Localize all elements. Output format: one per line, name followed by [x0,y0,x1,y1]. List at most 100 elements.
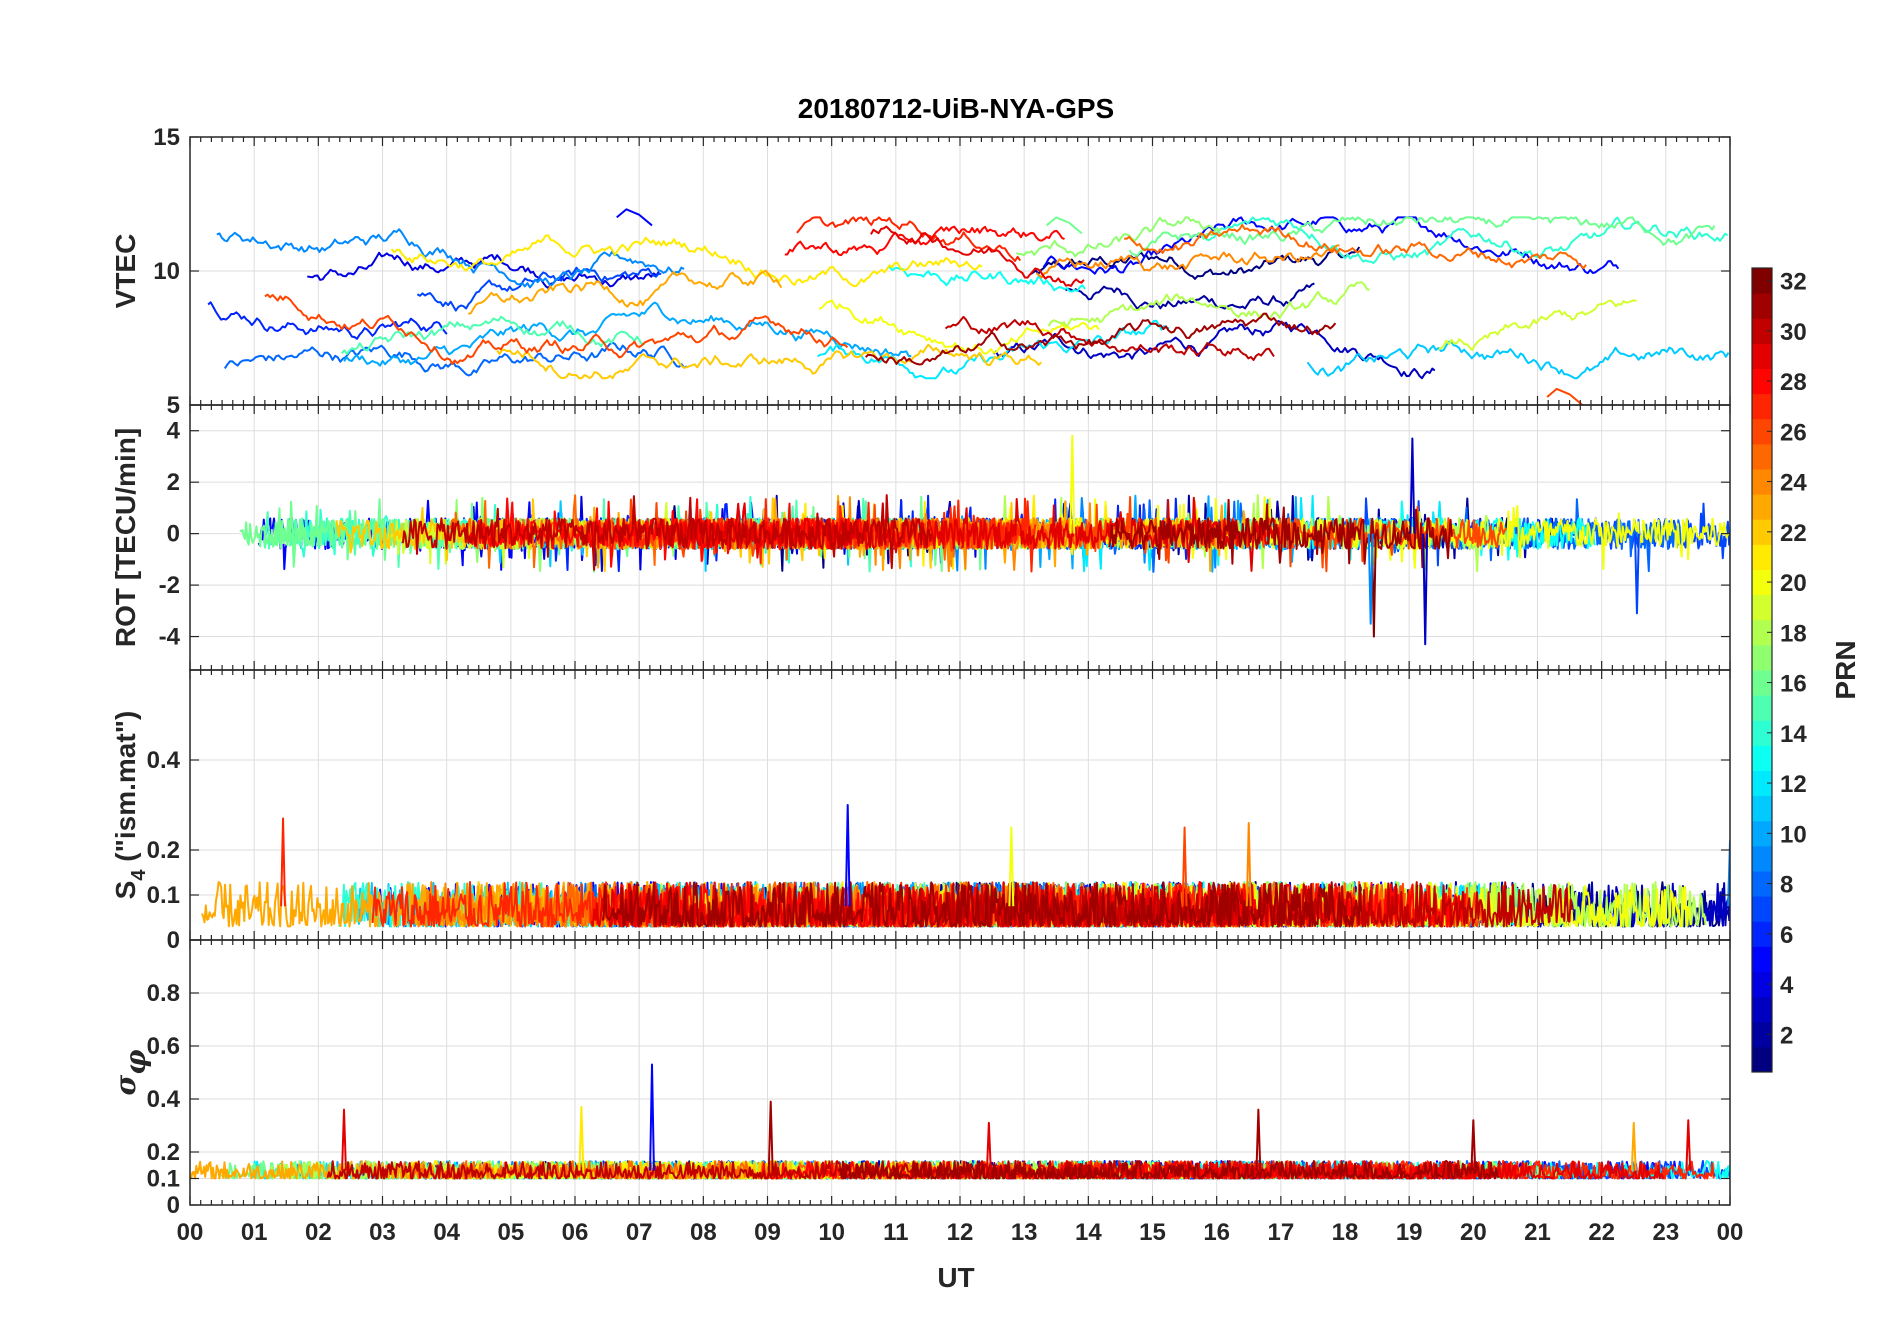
colorbar-segment [1752,318,1772,344]
x-axis: 00 01 02 03 04 05 06 07 08 09 10 11 12 13 14 15 16 17 18 19… [177,1219,1744,1246]
y-tick-label: -4 [159,624,181,651]
colorbar-segment [1752,368,1772,395]
colorbar-segment [1752,569,1772,596]
colorbar-segment [1752,770,1772,797]
colorbar-tick-label: 6 [1780,922,1793,949]
x-tick-label: 04 [433,1219,460,1246]
chart-title: 20180712-UiB-NYA-GPS [798,93,1114,124]
x-tick-label: 10 [818,1219,845,1246]
event-mark-prn-31 [767,1100,774,1171]
event-mark-prn-20 [1069,434,1076,534]
x-tick-label: 17 [1267,1219,1294,1246]
colorbar-tick-label: 10 [1780,821,1807,848]
colorbar-segment [1752,745,1772,771]
colorbar-segment [1752,268,1772,294]
y-axis-label: ROT [TECU/min] [110,428,141,647]
colorbar-segment [1752,946,1772,972]
series-prn-9 [216,228,685,289]
colorbar-tick-label: 14 [1780,721,1807,748]
y-tick-label: 0.2 [147,837,180,864]
series-prn-29 [1040,1160,1665,1180]
colorbar-tick-label: 24 [1780,470,1807,497]
colorbar-tick-label: 16 [1780,671,1807,698]
series-prn-31 [864,312,1337,366]
x-axis-label: UT [937,1262,974,1293]
series-prn-27 [796,216,1022,262]
colorbar-segment [1752,820,1772,847]
x-tick-label: 06 [562,1219,589,1246]
colorbar-tick-label: 4 [1780,972,1794,999]
y-tick-label: 5 [167,392,180,419]
colorbar-segment [1752,594,1772,621]
y-axis-label: VTEC [110,234,141,309]
colorbar-tick-label: 18 [1780,620,1807,647]
event-mark-prn-31 [1255,1108,1262,1171]
y-tick-label: -2 [159,572,180,599]
colorbar-tick-label: 2 [1780,1022,1793,1049]
series-prn-31 [1108,498,1453,569]
series-prn-11 [1306,340,1730,380]
series-prn-10 [343,301,912,367]
event-mark-prn-26 [1546,387,1584,405]
event-mark-prn-3 [1409,437,1416,534]
series-prn-17 [1015,216,1222,258]
colorbar-segment [1752,544,1772,570]
colorbar-segment [1752,644,1772,671]
event-mark-prn-9 [1367,533,1374,625]
y-label-subscript: φ [119,1049,152,1075]
series-prn-25 [1124,223,1587,270]
series-prn-19 [1438,299,1637,352]
colorbar-segment [1752,720,1772,746]
panel-s4: 00.10.20.4S4 ("ism.mat") [110,669,1731,954]
x-tick-label: 23 [1652,1219,1679,1246]
colorbar-tick-label: 20 [1780,570,1807,597]
series-prn-30 [944,315,1275,361]
panel-rot: -4 -2 0 2 4 ROT [TECU/min] [110,404,1731,671]
x-tick-label: 11 [883,1219,908,1246]
x-tick-label: 09 [754,1219,781,1246]
y-label-rest: ("ism.mat") [110,711,141,870]
event-mark-prn-29 [341,1108,347,1171]
x-tick-label: 12 [947,1219,974,1246]
y-tick-label: 0 [167,1192,180,1219]
series-prn-29 [870,225,1085,287]
x-tick-label: 20 [1460,1219,1487,1246]
event-mark-prn-5 [649,1063,655,1171]
y-tick-label: 0 [167,927,180,954]
series-prn-26 [264,293,849,365]
x-tick-label: 21 [1524,1219,1551,1246]
x-tick-label: 01 [241,1219,268,1246]
series-prn-15 [341,315,646,355]
colorbar-segment [1752,418,1772,445]
series-prn-30 [401,494,933,571]
colorbar-segment [1752,921,1772,947]
colorbar-segment [1752,1021,1772,1048]
x-tick-label: 07 [626,1219,653,1246]
series-prn-5 [1042,216,1620,275]
x-tick-label: 08 [690,1219,717,1246]
x-tick-label: 15 [1139,1219,1166,1246]
y-label-subscript: 4 [128,869,150,881]
event-mark-prn-16 [1045,216,1083,235]
series-prn-24 [1035,244,1340,279]
x-tick-label: 13 [1011,1219,1038,1246]
x-tick-label: 05 [497,1219,524,1246]
colorbar-tick-label: 12 [1780,771,1807,798]
panel-sigma_phi: 00.10.2 0.4 0.6 0.8 σφ [109,939,1731,1219]
colorbar-segment [1752,443,1772,470]
event-mark-prn-5 [616,208,653,227]
panel-vtec-traces [207,208,1730,405]
series-prn-31 [837,1160,1500,1180]
colorbar-tick-label: 32 [1780,269,1807,296]
series-prn-21 [390,234,983,288]
colorbar-segment [1752,343,1772,369]
colorbar-segment [1752,469,1772,495]
colorbar-tick-label: 22 [1780,520,1807,547]
colorbar-frame [1751,267,1773,1073]
event-mark-prn-9 [1727,840,1730,907]
x-tick-label: 22 [1588,1219,1615,1246]
panel-vtec: 5 10 15 VTEC [110,124,1731,419]
